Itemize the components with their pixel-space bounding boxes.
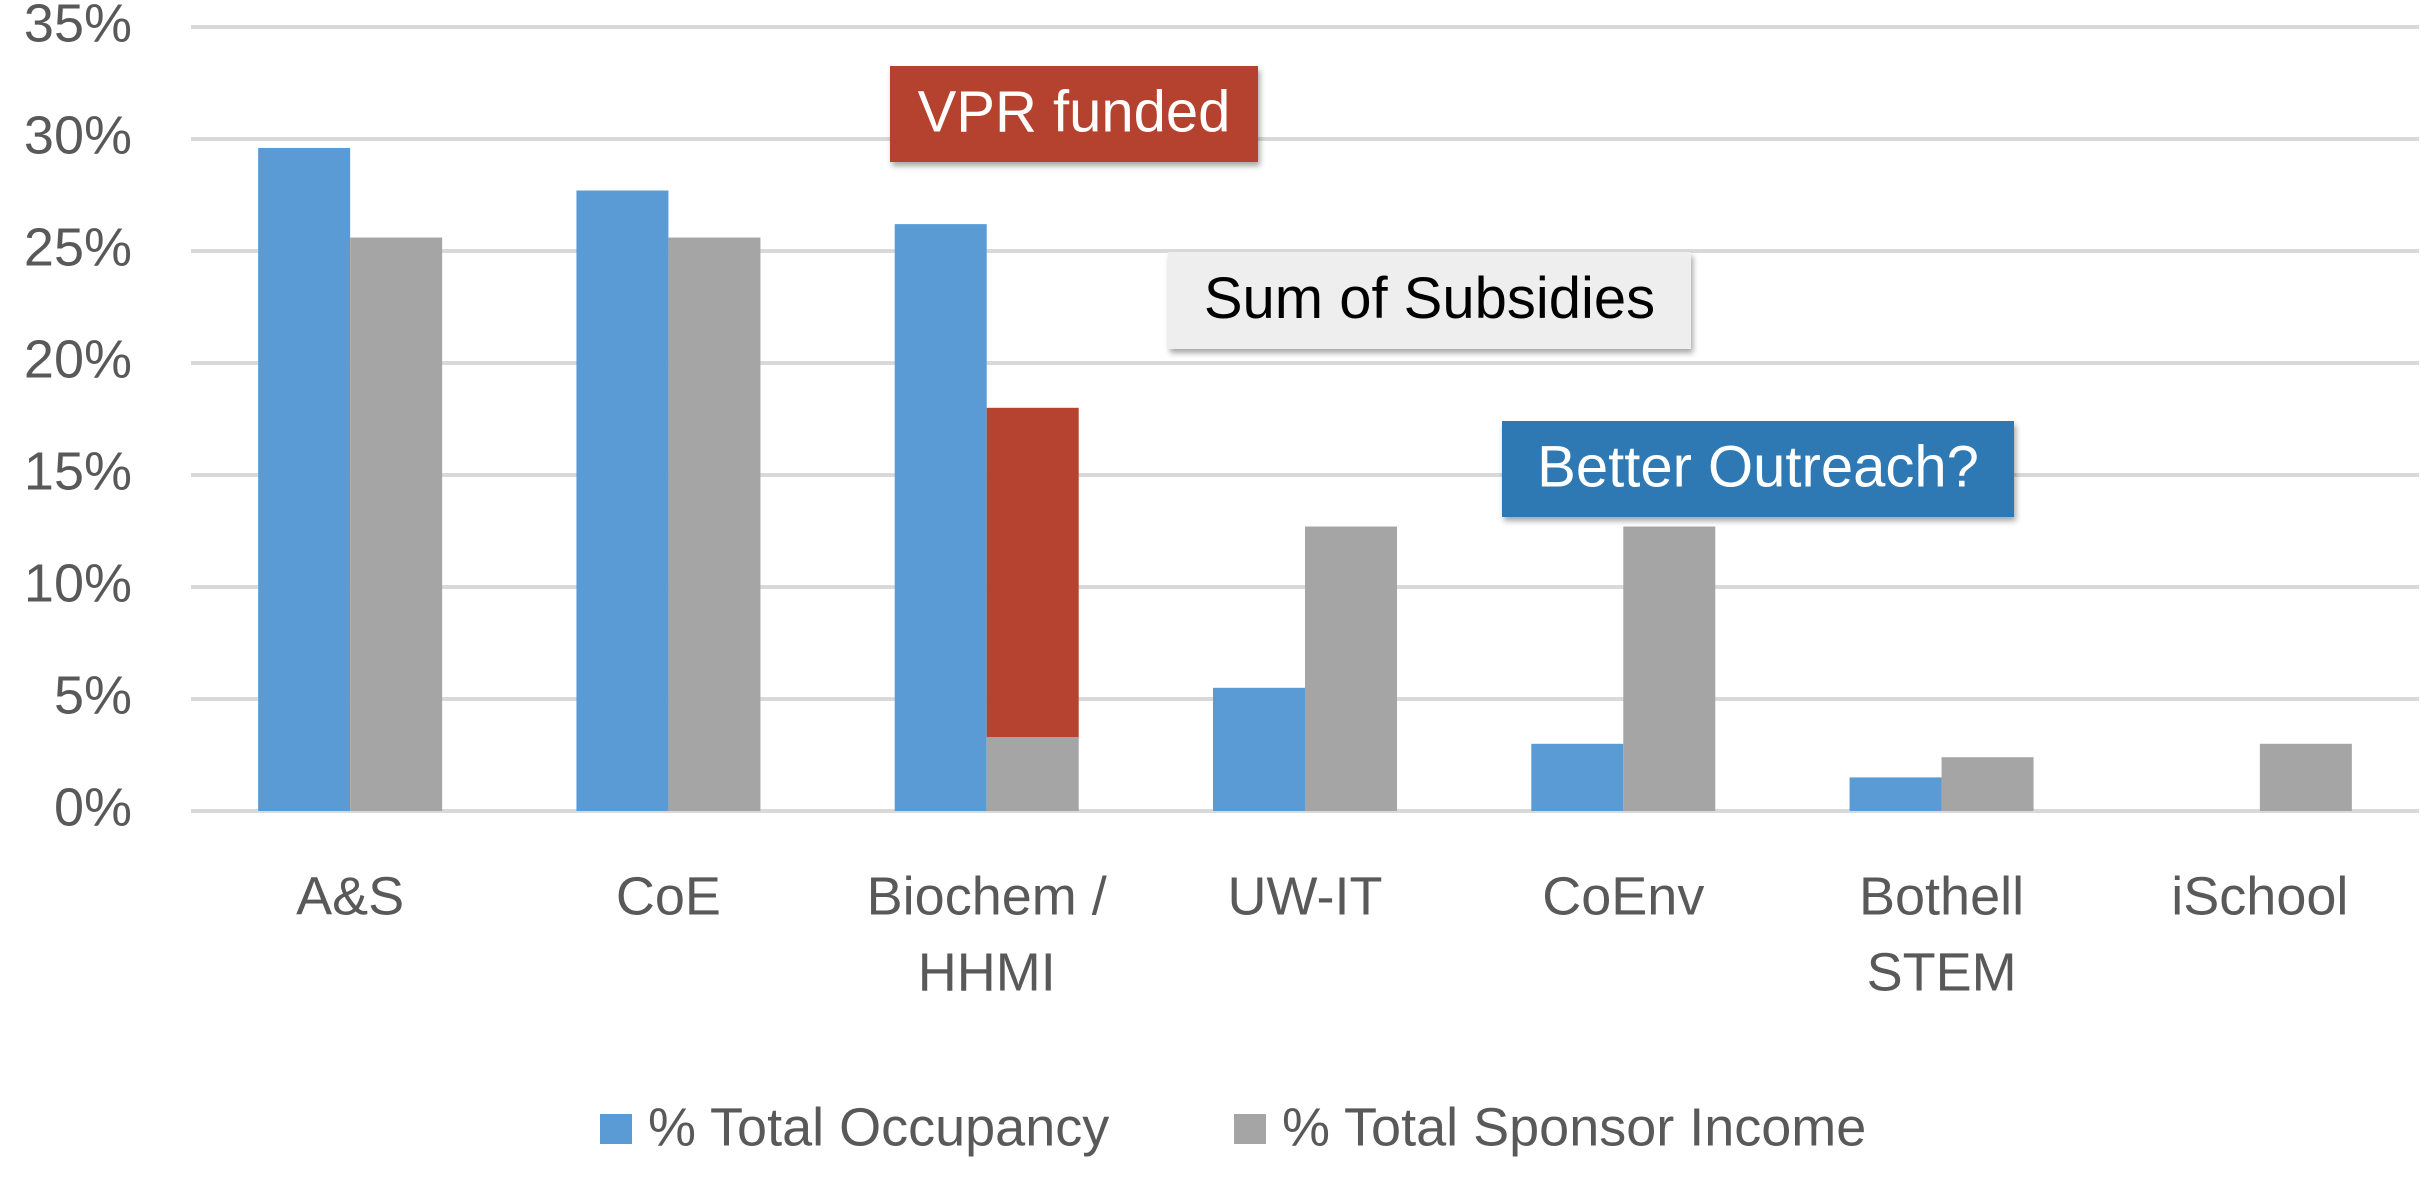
y-tick-label: 25% (24, 217, 132, 277)
bar (1941, 757, 2034, 811)
y-tick-label: 5% (54, 665, 132, 725)
bar (350, 237, 443, 811)
bar (894, 224, 987, 811)
stacked-bar (986, 407, 1079, 738)
annotation-box (1168, 252, 1691, 349)
bar (576, 190, 669, 811)
annotation-text: Better Outreach? (1537, 434, 1979, 499)
annotation-box (1502, 421, 2014, 517)
bar (1623, 526, 1716, 811)
bar (2259, 743, 2352, 811)
x-tick-label: A&S (296, 866, 404, 926)
bar (1305, 526, 1397, 811)
y-tick-label: 15% (24, 441, 132, 501)
annotation-box (890, 66, 1258, 162)
bar (1531, 743, 1624, 811)
x-tick-label: Biochem / (867, 866, 1107, 926)
x-tick-label: CoEnv (1542, 866, 1704, 926)
x-tick-label: UW-IT (1228, 866, 1383, 926)
legend-label: % Total Sponsor Income (1282, 1097, 1866, 1157)
legend-swatch (600, 1114, 632, 1144)
y-tick-label: 35% (24, 0, 132, 53)
bar (986, 737, 1079, 811)
x-tick-label: STEM (1867, 942, 2017, 1002)
bar (668, 237, 761, 811)
bar (1849, 777, 1942, 811)
y-tick-label: 20% (24, 329, 132, 389)
x-tick-label: iSchool (2171, 866, 2348, 926)
annotation-text: VPR funded (918, 79, 1231, 144)
bar (1213, 687, 1305, 811)
y-tick-label: 0% (54, 777, 132, 837)
x-tick-label: CoE (616, 866, 721, 926)
x-tick-label: HHMI (918, 942, 1056, 1002)
legend-label: % Total Occupancy (648, 1097, 1109, 1157)
legend-swatch (1234, 1114, 1266, 1144)
y-tick-label: 10% (24, 553, 132, 613)
bar (258, 147, 351, 811)
y-tick-label: 30% (24, 105, 132, 165)
x-tick-label: Bothell (1859, 866, 2024, 926)
annotation-text: Sum of Subsidies (1204, 266, 1655, 331)
